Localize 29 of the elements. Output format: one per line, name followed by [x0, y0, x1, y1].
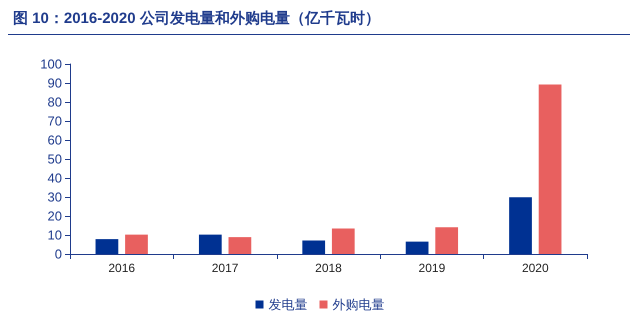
bar [509, 197, 532, 254]
bar [406, 242, 428, 254]
legend-label: 外购电量 [332, 297, 384, 312]
bar [435, 227, 458, 254]
bar [125, 234, 148, 254]
legend-label: 发电量 [268, 297, 308, 312]
bar [228, 237, 252, 254]
y-tick-label: 80 [48, 94, 62, 110]
y-tick-label: 90 [48, 76, 62, 90]
y-tick-label: 0 [54, 246, 62, 262]
y-tick-label: 100 [40, 56, 62, 72]
x-tick-label: 2020 [522, 261, 549, 275]
y-tick-label: 10 [48, 228, 62, 242]
chart-title: 图 10：2016-2020 公司发电量和外购电量（亿千瓦时） [13, 10, 380, 27]
y-tick-label: 30 [48, 190, 62, 204]
y-tick-label: 50 [48, 152, 62, 166]
x-tick-label: 2017 [212, 261, 239, 275]
x-tick-label: 2019 [418, 261, 446, 275]
y-tick-label: 70 [48, 114, 62, 128]
bar [96, 239, 118, 254]
bar [332, 228, 355, 254]
y-tick-label: 60 [48, 132, 62, 148]
bar [538, 84, 562, 254]
x-tick-label: 2018 [315, 261, 342, 275]
bar [302, 240, 326, 254]
y-tick-label: 40 [48, 170, 62, 186]
x-tick-label: 2016 [108, 261, 136, 275]
bar [198, 234, 222, 254]
y-tick-label: 20 [48, 208, 62, 224]
